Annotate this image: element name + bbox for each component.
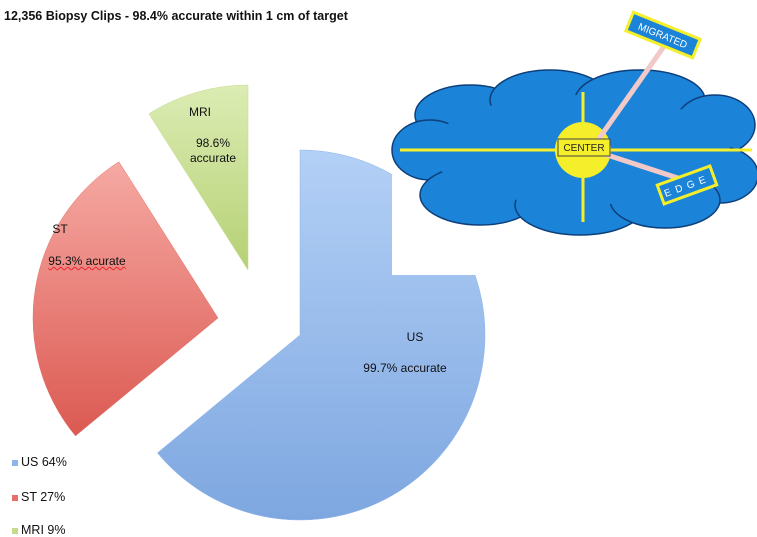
center-box xyxy=(557,138,611,157)
legend-entry: US 64% xyxy=(12,455,67,469)
legend-swatch xyxy=(12,494,18,501)
legend-label: ST 27% xyxy=(21,490,66,504)
pie-slice xyxy=(32,161,219,437)
legend-entry: MRI 9% xyxy=(12,523,65,537)
slice-label: MRI xyxy=(189,105,211,119)
legend-label: MRI 9% xyxy=(21,523,66,537)
chart-title: 12,356 Biopsy Clips - 98.4% accurate wit… xyxy=(4,9,348,23)
legend-entry: ST 27% xyxy=(12,490,65,504)
migrated-box: MIGRATED xyxy=(623,10,703,60)
slice-annotation: 95.3% acurate xyxy=(48,254,126,268)
slice-annotation: 99.7% accurate xyxy=(363,361,447,375)
legend-swatch xyxy=(12,459,18,466)
legend-swatch xyxy=(12,527,18,534)
slice-label: ST xyxy=(52,222,68,236)
pointer-lines xyxy=(595,43,691,185)
cloud-diagram: CENTER MIGRATED EDGE xyxy=(391,0,757,275)
pie-slice xyxy=(148,84,249,271)
slice-label: US xyxy=(406,330,424,344)
legend-label: US 64% xyxy=(21,455,67,469)
slice-annotation: 98.6% accurate xyxy=(189,136,237,165)
center-label: CENTER xyxy=(563,143,604,154)
